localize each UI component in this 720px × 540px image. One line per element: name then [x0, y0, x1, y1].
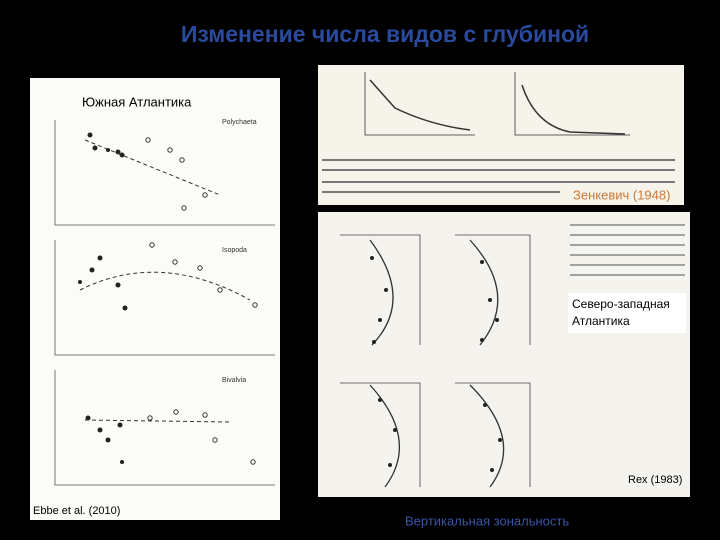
caption-lines	[570, 224, 685, 276]
label-bg	[568, 293, 686, 333]
source-label: Зенкевич (1948)	[573, 187, 670, 202]
axes	[54, 120, 275, 486]
source-label: Ebbe et al. (2010)	[33, 505, 120, 517]
subplot-label: Bivalvia	[222, 377, 246, 384]
slide-title: Изменение числа видов с глубиной	[181, 21, 589, 47]
bottom-right-panel: Северо-западная Атлантика Rex (1983)	[318, 212, 690, 497]
panel-bg	[30, 78, 280, 520]
panel-label: Южная Атлантика	[82, 94, 192, 109]
subplot-label: Isopoda	[222, 247, 247, 254]
top-right-panel: Зенкевич (1948)	[318, 65, 684, 205]
trend-lines	[79, 139, 251, 423]
dots	[370, 256, 502, 472]
axes	[340, 234, 531, 487]
footer: Вертикальная зональность	[405, 513, 569, 528]
panel-label: Северо-западная	[572, 297, 670, 311]
subplot-label: Polychaeta	[222, 119, 257, 126]
curves	[369, 239, 505, 488]
dots	[78, 132, 128, 464]
panel-label: Атлантика	[572, 314, 630, 328]
source-label: Rex (1983)	[628, 474, 682, 486]
open-dots	[145, 137, 258, 465]
caption-lines	[322, 159, 675, 193]
curves	[364, 72, 630, 136]
left-panel: Южная Атлантика Polychaeta Isopoda Bival…	[30, 78, 280, 520]
